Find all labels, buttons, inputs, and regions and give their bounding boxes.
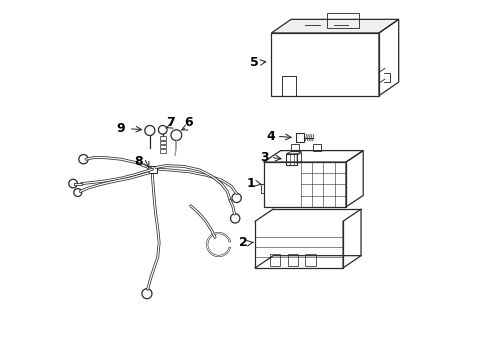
Text: 3: 3 [260,151,268,164]
Text: 5: 5 [250,56,258,69]
Text: 8: 8 [134,155,142,168]
Text: 6: 6 [183,116,192,129]
Text: 9: 9 [116,122,125,135]
Text: 1: 1 [246,177,255,190]
Text: 7: 7 [165,116,174,129]
Text: 2: 2 [239,236,247,249]
Polygon shape [271,19,398,33]
Text: 4: 4 [265,130,274,143]
